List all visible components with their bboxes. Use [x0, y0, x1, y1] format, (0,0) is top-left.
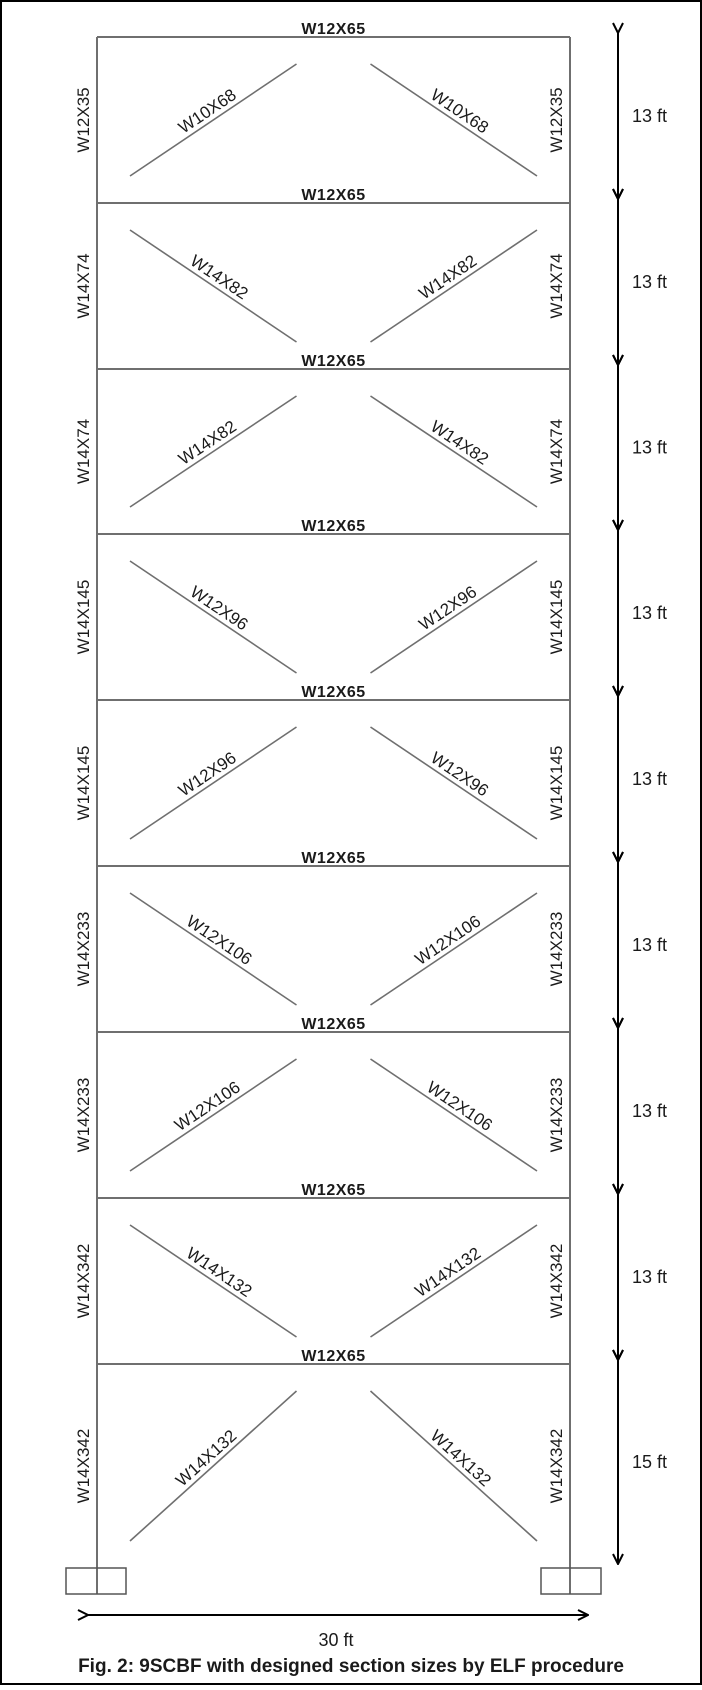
- left-column-label-story-9: W14X342: [74, 1429, 93, 1504]
- left-column-label-story-4: W14X145: [74, 580, 93, 655]
- right-brace-line-story-5: [370, 726, 538, 840]
- left-column-label-story-7: W14X233: [74, 1078, 93, 1153]
- height-label-story-3: 13 ft: [632, 438, 667, 458]
- right-brace-label-story-7: W12X106: [423, 1078, 496, 1135]
- right-brace-line-story-2: [370, 229, 538, 343]
- left-column-label-story-6: W14X233: [74, 912, 93, 987]
- right-brace-line-story-3: [370, 395, 538, 508]
- right-column-label-story-2: W14X74: [547, 253, 566, 318]
- right-brace-label-story-5: W12X96: [427, 748, 492, 800]
- right-column-label-story-6: W14X233: [547, 912, 566, 987]
- right-brace-line-story-6: [370, 892, 538, 1006]
- left-brace-line-story-3: [129, 395, 297, 508]
- left-brace-line-story-1: [129, 63, 297, 177]
- right-brace-label-story-2: W14X82: [416, 251, 481, 303]
- height-label-story-6: 13 ft: [632, 935, 667, 955]
- left-footing: [65, 1567, 127, 1595]
- right-brace-label-story-9: W14X132: [427, 1426, 495, 1490]
- left-brace-label-story-3: W14X82: [175, 417, 240, 469]
- beam-label-story-6: W12X65: [301, 850, 365, 867]
- right-column-label-story-4: W14X145: [547, 580, 566, 655]
- left-column-label-story-5: W14X145: [74, 746, 93, 821]
- beam-label-story-2: W12X65: [301, 187, 365, 204]
- right-brace-label-story-4: W12X96: [416, 582, 481, 634]
- right-brace-line-story-8: [370, 1224, 538, 1338]
- height-label-story-1: 13 ft: [632, 106, 667, 126]
- frame-members: [96, 36, 571, 1594]
- beam-label-story-7: W12X65: [301, 1016, 365, 1033]
- right-brace-line-story-9: [369, 1390, 538, 1542]
- right-column-label-story-3: W14X74: [547, 419, 566, 484]
- height-label-story-8: 13 ft: [632, 1267, 667, 1287]
- left-brace-line-story-6: [129, 892, 297, 1006]
- left-column-label-story-1: W12X35: [74, 87, 93, 152]
- left-brace-label-story-8: W14X132: [183, 1244, 256, 1301]
- left-brace-line-story-5: [129, 726, 297, 840]
- left-brace-label-story-9: W14X132: [172, 1426, 240, 1490]
- right-column-label-story-7: W14X233: [547, 1078, 566, 1153]
- story-height-dimensions: 13 ft 13 ft 13 ft 13 ft 13 ft 13 ft 13 ft 13 ft…: [618, 33, 667, 1564]
- right-column-label-story-8: W14X342: [547, 1244, 566, 1319]
- left-brace-line-story-2: [129, 229, 297, 343]
- right-column-label-story-9: W14X342: [547, 1429, 566, 1504]
- left-brace-label-story-2: W14X82: [187, 251, 252, 303]
- member-labels: W12X65 W10X68 W10X68 W12X35 W12X35 W12X65 W14X…: [74, 21, 566, 1503]
- figure-caption: Fig. 2: 9SCBF with designed section size…: [78, 1656, 624, 1677]
- left-brace-line-story-7: [129, 1058, 297, 1172]
- right-brace-label-story-3: W14X82: [427, 417, 492, 469]
- right-brace-label-story-6: W12X106: [412, 912, 485, 969]
- right-column-label-story-1: W12X35: [547, 87, 566, 152]
- beam-label-story-5: W12X65: [301, 684, 365, 701]
- beam-label-story-3: W12X65: [301, 353, 365, 370]
- left-brace-label-story-4: W12X96: [187, 582, 252, 634]
- right-brace-line-story-4: [370, 560, 538, 674]
- left-brace-line-story-9: [129, 1390, 298, 1542]
- right-brace-label-story-1: W10X68: [427, 85, 492, 137]
- beam-label-story-9: W12X65: [301, 1348, 365, 1365]
- height-label-story-7: 13 ft: [632, 1101, 667, 1121]
- left-brace-label-story-7: W12X106: [171, 1078, 244, 1135]
- right-brace-line-story-7: [370, 1058, 538, 1172]
- right-brace-label-story-8: W14X132: [412, 1244, 485, 1301]
- right-column-label-story-5: W14X145: [547, 746, 566, 821]
- left-brace-label-story-1: W10X68: [175, 85, 240, 137]
- height-label-story-4: 13 ft: [632, 603, 667, 623]
- left-column-label-story-3: W14X74: [74, 419, 93, 484]
- height-label-story-5: 13 ft: [632, 769, 667, 789]
- height-label-story-2: 13 ft: [632, 272, 667, 292]
- left-brace-label-story-6: W12X106: [183, 912, 256, 969]
- left-brace-label-story-5: W12X96: [175, 748, 240, 800]
- left-brace-line-story-4: [129, 560, 297, 674]
- left-column-label-story-8: W14X342: [74, 1244, 93, 1319]
- beam-label-story-1: W12X65: [301, 21, 365, 38]
- height-label-story-9: 15 ft: [632, 1452, 667, 1472]
- width-dimension-label: 30 ft: [318, 1630, 353, 1650]
- beam-label-story-4: W12X65: [301, 518, 365, 535]
- right-footing: [540, 1567, 602, 1595]
- beam-label-story-8: W12X65: [301, 1182, 365, 1199]
- right-brace-line-story-1: [370, 63, 538, 177]
- left-column-label-story-2: W14X74: [74, 253, 93, 318]
- left-brace-line-story-8: [129, 1224, 297, 1338]
